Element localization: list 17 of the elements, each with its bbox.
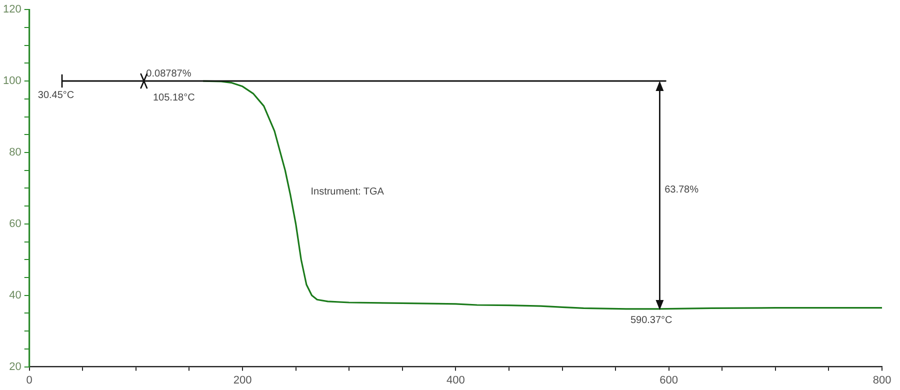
annotation: Instrument: TGA xyxy=(310,186,384,198)
x-tick-label: 200 xyxy=(233,374,252,386)
x-tick-label: 400 xyxy=(446,374,465,386)
annotation: 30.45°C xyxy=(38,90,74,102)
y-tick-label: 80 xyxy=(9,146,22,159)
annotation: 105.18°C xyxy=(152,92,195,104)
y-tick-label: 60 xyxy=(9,218,22,230)
y-tick-label: 40 xyxy=(9,289,22,302)
annotation: 63.78% xyxy=(664,184,699,196)
x-tick-label: 600 xyxy=(660,374,678,386)
y-tick-label: 20 xyxy=(9,360,22,373)
x-tick-label: 0 xyxy=(26,374,32,386)
annotation: 0.08787% xyxy=(146,68,192,80)
annotation: 590.37°C xyxy=(630,315,672,326)
x-tick-label: 800 xyxy=(872,374,892,386)
y-tick-label: 100 xyxy=(2,75,22,88)
y-tick-label: 120 xyxy=(2,4,22,16)
